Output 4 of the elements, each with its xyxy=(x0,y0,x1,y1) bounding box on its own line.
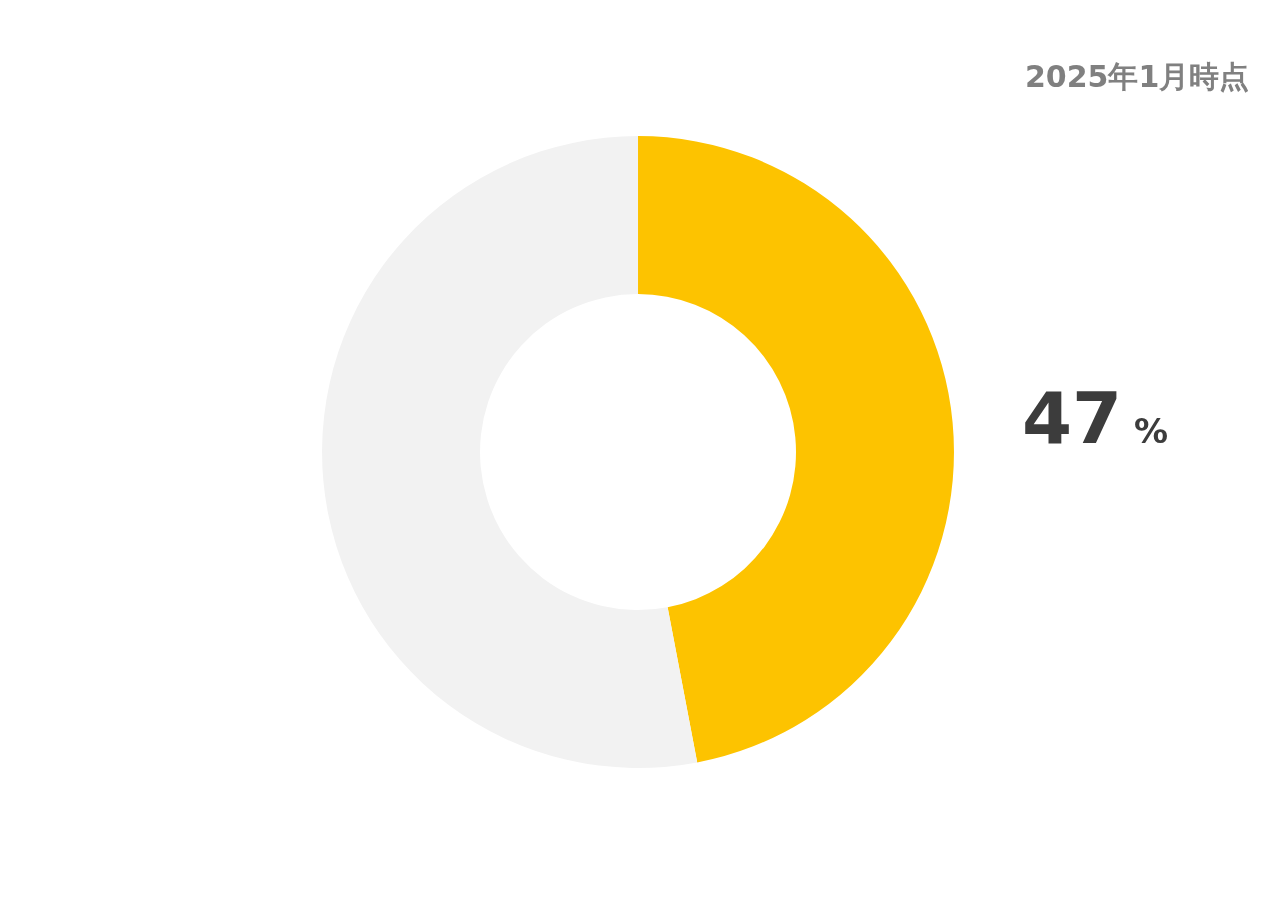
text: 2025年1月時点 xyxy=(1025,59,1250,94)
data-label: 47 % xyxy=(1022,376,1169,460)
donut-slice xyxy=(322,136,698,768)
donut-slice xyxy=(638,136,954,763)
